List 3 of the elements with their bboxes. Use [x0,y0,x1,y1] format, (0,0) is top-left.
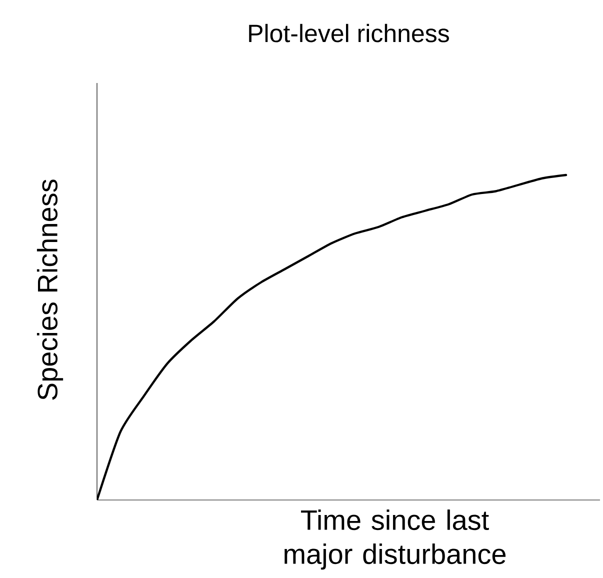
y-axis-title: Species Richness [36,180,64,400]
chart-title: Plot-level richness [249,24,449,42]
x-axis-title: Time since last major disturbance [284,510,506,570]
